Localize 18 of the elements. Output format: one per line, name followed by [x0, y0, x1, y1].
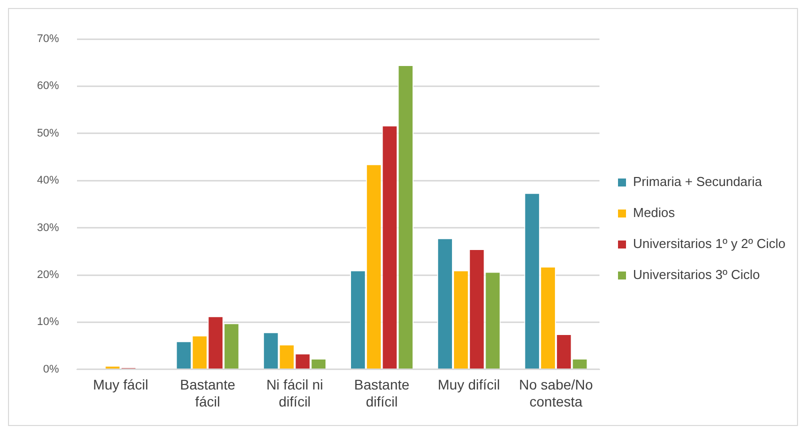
y-tick-label: 30% [36, 222, 60, 234]
y-tick-label: 20% [36, 269, 60, 282]
y-tick-label: 70% [36, 33, 60, 46]
y-tick-label: 60% [36, 80, 60, 92]
legend-label: Medios [633, 205, 676, 220]
x-tick-label: Ni fácil ni difícil [266, 376, 324, 410]
x-tick-label: Muy difícil [438, 376, 500, 393]
x-tick-label: No sabe/No contesta [518, 376, 594, 410]
legend-label: Primaria + Secundaria [633, 174, 763, 190]
legend-label: Universitarios 3º Ciclo [633, 267, 760, 282]
x-tick-label: Muy fácil [92, 376, 148, 393]
y-tick-label: 0% [43, 363, 60, 376]
legend-label: Universitarios 1º y 2º Ciclo [633, 236, 786, 252]
y-tick-label: 40% [36, 174, 60, 187]
y-tick-label: 10% [36, 316, 60, 328]
y-tick-label: 50% [36, 127, 60, 140]
x-tick-label: Bastante fácil [180, 376, 236, 410]
x-tick-label: Bastante difícil [354, 376, 410, 410]
